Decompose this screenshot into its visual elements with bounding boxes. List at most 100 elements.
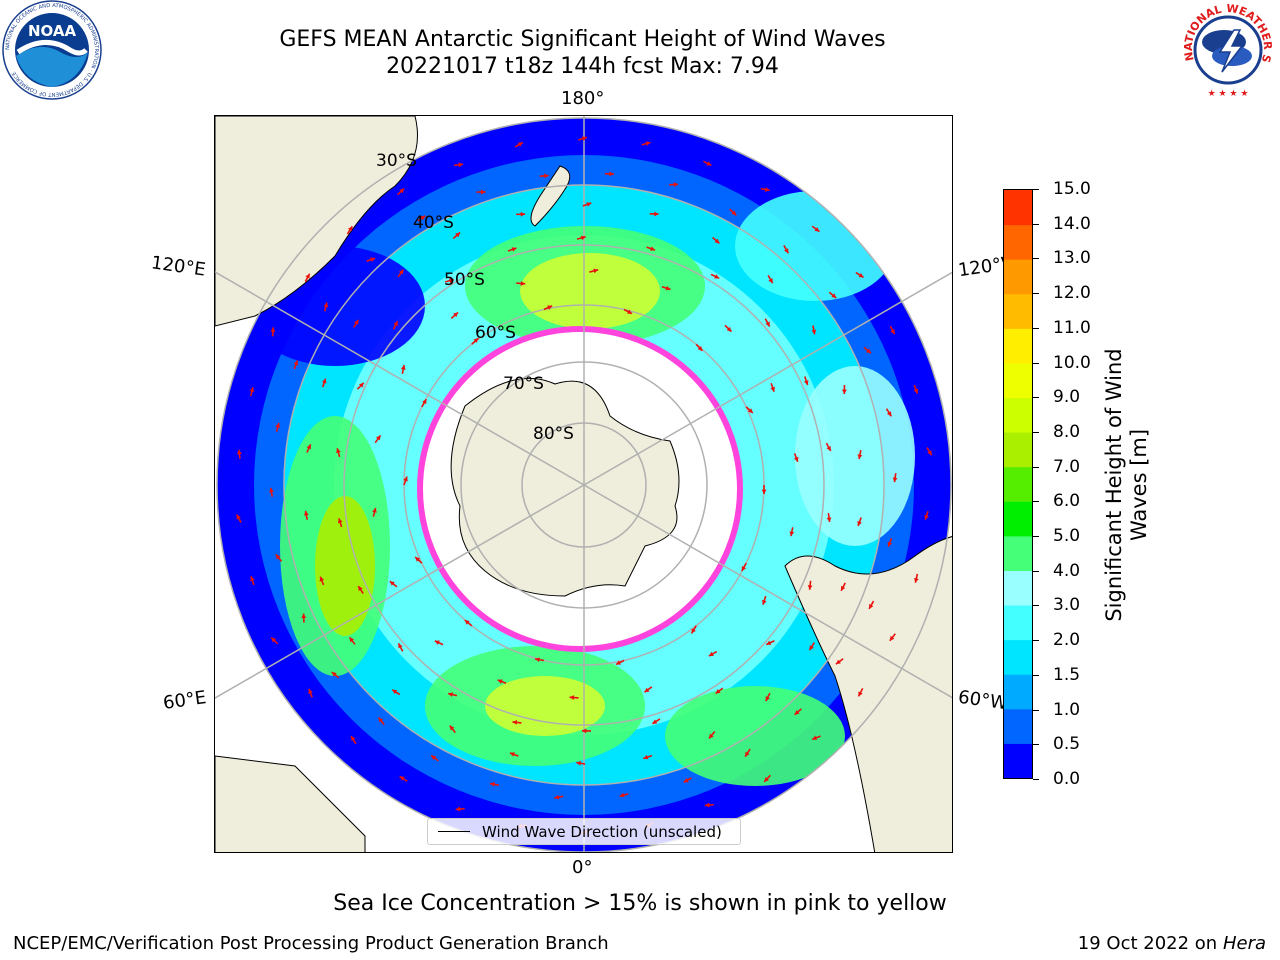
wind-wave-arrow — [250, 576, 255, 586]
lat-label-60s: 60°S — [475, 323, 516, 343]
wind-wave-arrow — [857, 687, 864, 697]
colorbar-tick-label: 1.5 — [1053, 664, 1081, 685]
wind-wave-arrow — [391, 689, 401, 696]
wind-wave-arrow — [308, 688, 313, 698]
wind-wave-arrow — [489, 781, 500, 787]
colorbar-tick-label: 6.0 — [1053, 491, 1081, 512]
map-frame — [214, 115, 953, 853]
wind-wave-arrow — [578, 136, 588, 141]
wind-wave-arrow — [783, 245, 790, 254]
colorbar — [1003, 189, 1033, 779]
wind-wave-arrow — [695, 343, 703, 352]
wind-wave-arrow — [331, 671, 340, 679]
wind-wave-arrow — [789, 527, 795, 537]
wave-height-blob — [735, 191, 895, 301]
colorbar-tick — [1033, 674, 1039, 676]
wind-wave-arrow — [275, 422, 281, 432]
wind-wave-arrow — [304, 273, 311, 283]
wind-wave-arrow — [828, 291, 837, 299]
wind-wave-arrow — [269, 487, 274, 497]
antarctica-landmass — [450, 377, 680, 597]
chart-subtitle: 20221017 t18z 144h fcst Max: 7.94 — [386, 54, 779, 79]
colorbar-segment — [1004, 293, 1032, 329]
wind-wave-arrow — [455, 806, 465, 812]
colorbar-tick-label: 3.0 — [1053, 595, 1081, 616]
wind-wave-arrow — [690, 625, 697, 634]
wind-wave-arrow — [924, 510, 929, 521]
sea-ice-note: Sea Ice Concentration > 15% is shown in … — [333, 891, 947, 916]
noaa-logo-text: NOAA — [28, 22, 77, 40]
colorbar-tick — [1033, 258, 1039, 260]
wind-wave-arrow — [576, 235, 586, 241]
longitude-line — [215, 271, 585, 486]
wind-wave-arrow — [868, 600, 875, 610]
wind-wave-arrow — [589, 268, 599, 274]
colorbar-tick — [1033, 397, 1039, 399]
colorbar-segment — [1004, 570, 1032, 606]
wind-wave-arrow — [760, 187, 770, 192]
colorbar-tick-label: 0.0 — [1053, 769, 1081, 789]
colorbar-tick-label: 7.0 — [1053, 456, 1081, 477]
wind-wave-arrow — [745, 406, 754, 414]
wind-wave-arrow — [763, 774, 771, 783]
colorbar-segment — [1004, 397, 1032, 433]
colorbar-label: Significant Height of Wind Waves [m] — [1102, 348, 1152, 621]
wind-wave-arrow — [356, 382, 365, 390]
footer-credit: NCEP/EMC/Verification Post Processing Pr… — [13, 933, 609, 954]
colorbar-tick — [1033, 779, 1039, 780]
lat-label-30s: 30°S — [376, 151, 417, 171]
colorbar-segment — [1004, 708, 1032, 744]
wind-wave-arrow — [319, 576, 325, 586]
wind-wave-arrow — [604, 171, 614, 177]
wind-wave-arrow — [793, 453, 799, 463]
wind-wave-arrow — [323, 302, 329, 312]
lat-label-40s: 40°S — [413, 213, 454, 233]
colorbar-segment — [1004, 259, 1032, 295]
wind-wave-arrow — [710, 273, 720, 280]
colorbar-tick — [1033, 744, 1039, 746]
colorbar-segment — [1004, 224, 1032, 260]
wind-wave-arrow — [765, 640, 775, 646]
wind-wave-arrow — [301, 613, 307, 623]
africa-landmass — [215, 755, 366, 852]
wind-wave-arrow — [641, 141, 651, 146]
wind-wave-arrow — [497, 679, 507, 684]
wind-wave-arrow — [249, 387, 255, 397]
wind-wave-arrow — [366, 257, 376, 262]
lon-label-60e: 60°E — [161, 687, 208, 714]
colorbar-segment — [1004, 501, 1032, 537]
wind-wave-arrow — [708, 650, 718, 657]
wind-wave-arrow — [729, 208, 737, 216]
wind-wave-arrow — [619, 792, 629, 798]
wind-wave-arrow — [447, 692, 458, 697]
wind-wave-arrow — [770, 382, 775, 392]
wind-wave-arrow — [807, 580, 813, 590]
lon-label-180: 180° — [561, 88, 605, 109]
wind-wave-arrow — [715, 687, 724, 695]
colorbar-tick — [1033, 501, 1039, 503]
wind-wave-arrow — [885, 408, 892, 417]
lon-label-120e: 120°E — [149, 252, 207, 281]
wind-wave-arrow — [450, 311, 459, 319]
wind-wave-arrow — [476, 189, 486, 195]
wind-wave-arrow — [855, 271, 864, 279]
colorbar-tick — [1033, 709, 1039, 711]
colorbar-segment — [1004, 743, 1032, 778]
wind-wave-arrow — [514, 141, 524, 148]
wind-wave-arrow — [397, 269, 405, 278]
wind-wave-arrow — [582, 202, 592, 207]
wind-wave-arrow — [414, 556, 423, 564]
wind-wave-arrow — [615, 659, 625, 666]
map-legend: Wind Wave Direction (unscaled) — [427, 818, 741, 845]
wind-wave-arrow — [661, 285, 671, 291]
lon-label-60w: 60°W — [956, 686, 1009, 715]
wind-wave-arrow — [464, 619, 473, 627]
colorbar-tick — [1033, 466, 1039, 468]
wind-wave-arrow — [765, 692, 771, 702]
wind-wave-arrow — [293, 360, 299, 370]
wind-wave-arrow — [767, 274, 774, 284]
wind-wave-arrow — [539, 173, 549, 179]
wind-wave-arrow — [454, 162, 464, 168]
wind-wave-arrow — [516, 211, 526, 217]
wind-wave-arrow — [744, 748, 751, 758]
